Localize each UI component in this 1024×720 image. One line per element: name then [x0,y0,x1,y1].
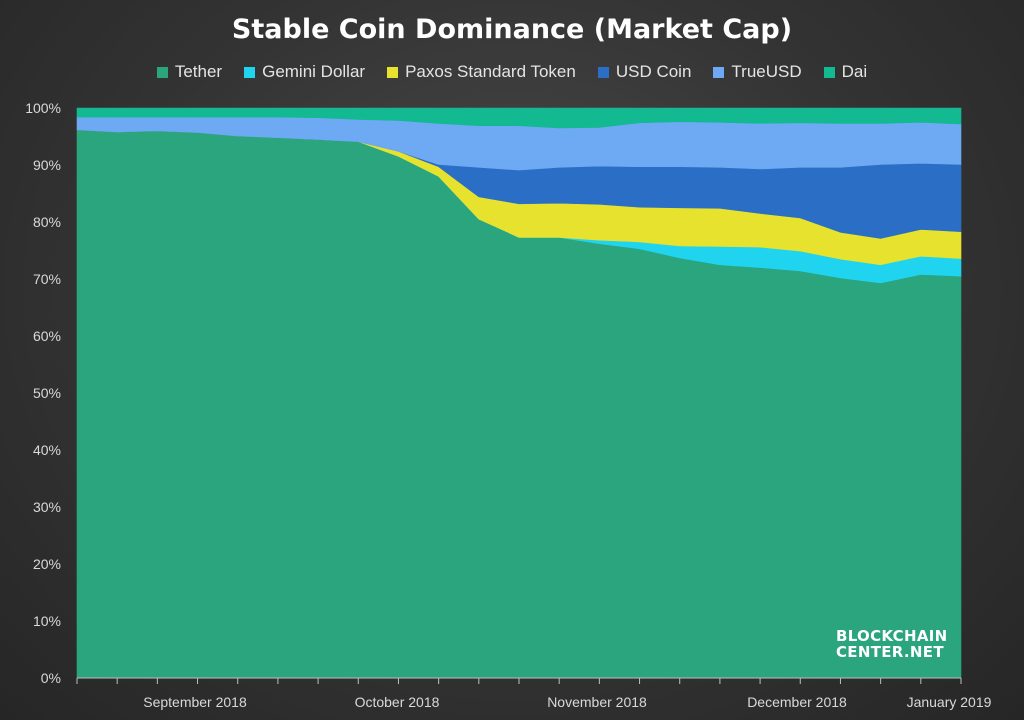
watermark-line2: CENTER.NET [836,643,944,661]
y-tick-label: 50% [33,385,61,401]
legend-label: TrueUSD [731,62,802,81]
legend-swatch [244,66,256,78]
x-tick-label: October 2018 [355,694,440,710]
legend-item: TrueUSD [713,62,802,82]
y-tick-label: 90% [33,157,61,173]
legend-label: USD Coin [615,62,692,81]
legend-item: USD Coin [597,62,692,82]
x-tick-label: January 2019 [907,694,992,710]
chart-title: Stable Coin Dominance (Market Cap) [231,14,793,45]
x-tick-label: September 2018 [143,694,247,710]
x-tick-label: November 2018 [547,694,647,710]
y-tick-label: 20% [33,556,61,572]
y-tick-label: 80% [33,214,61,230]
y-tick-label: 100% [25,100,61,116]
axes: 0% 10% 20% 30% 40% 50% 60% 70% 80% 90% 100% Septemb… [25,100,991,710]
y-tick-label: 70% [33,271,61,287]
legend-item: Gemini Dollar [244,62,365,82]
legend-label: Tether [174,62,223,81]
y-tick-label: 30% [33,499,61,515]
legend-label: Gemini Dollar [262,62,366,81]
y-tick-label: 10% [33,613,61,629]
legend-swatch [156,66,168,78]
stacked-areas [76,107,962,679]
series-area-dai [76,107,962,129]
legend-swatch [387,66,399,78]
y-tick-label: 40% [33,442,61,458]
watermark-logo: BLOCKCHAIN CENTER.NET [836,628,947,660]
legend-swatch [713,66,725,78]
legend: Tether Gemini Dollar Paxos Standard Token U… [0,62,1024,82]
legend-swatch [597,66,609,78]
legend-label: Paxos Standard Token [405,62,576,81]
y-tick-label: 0% [41,670,61,686]
legend-item: Tether [156,62,223,82]
legend-item: Dai [823,62,868,82]
watermark-line1: BLOCKCHAIN [836,627,948,645]
legend-item: Paxos Standard Token [387,62,576,82]
legend-label: Dai [841,62,868,81]
legend-swatch [823,66,835,78]
x-tick-label: December 2018 [747,694,847,710]
y-tick-label: 60% [33,328,61,344]
